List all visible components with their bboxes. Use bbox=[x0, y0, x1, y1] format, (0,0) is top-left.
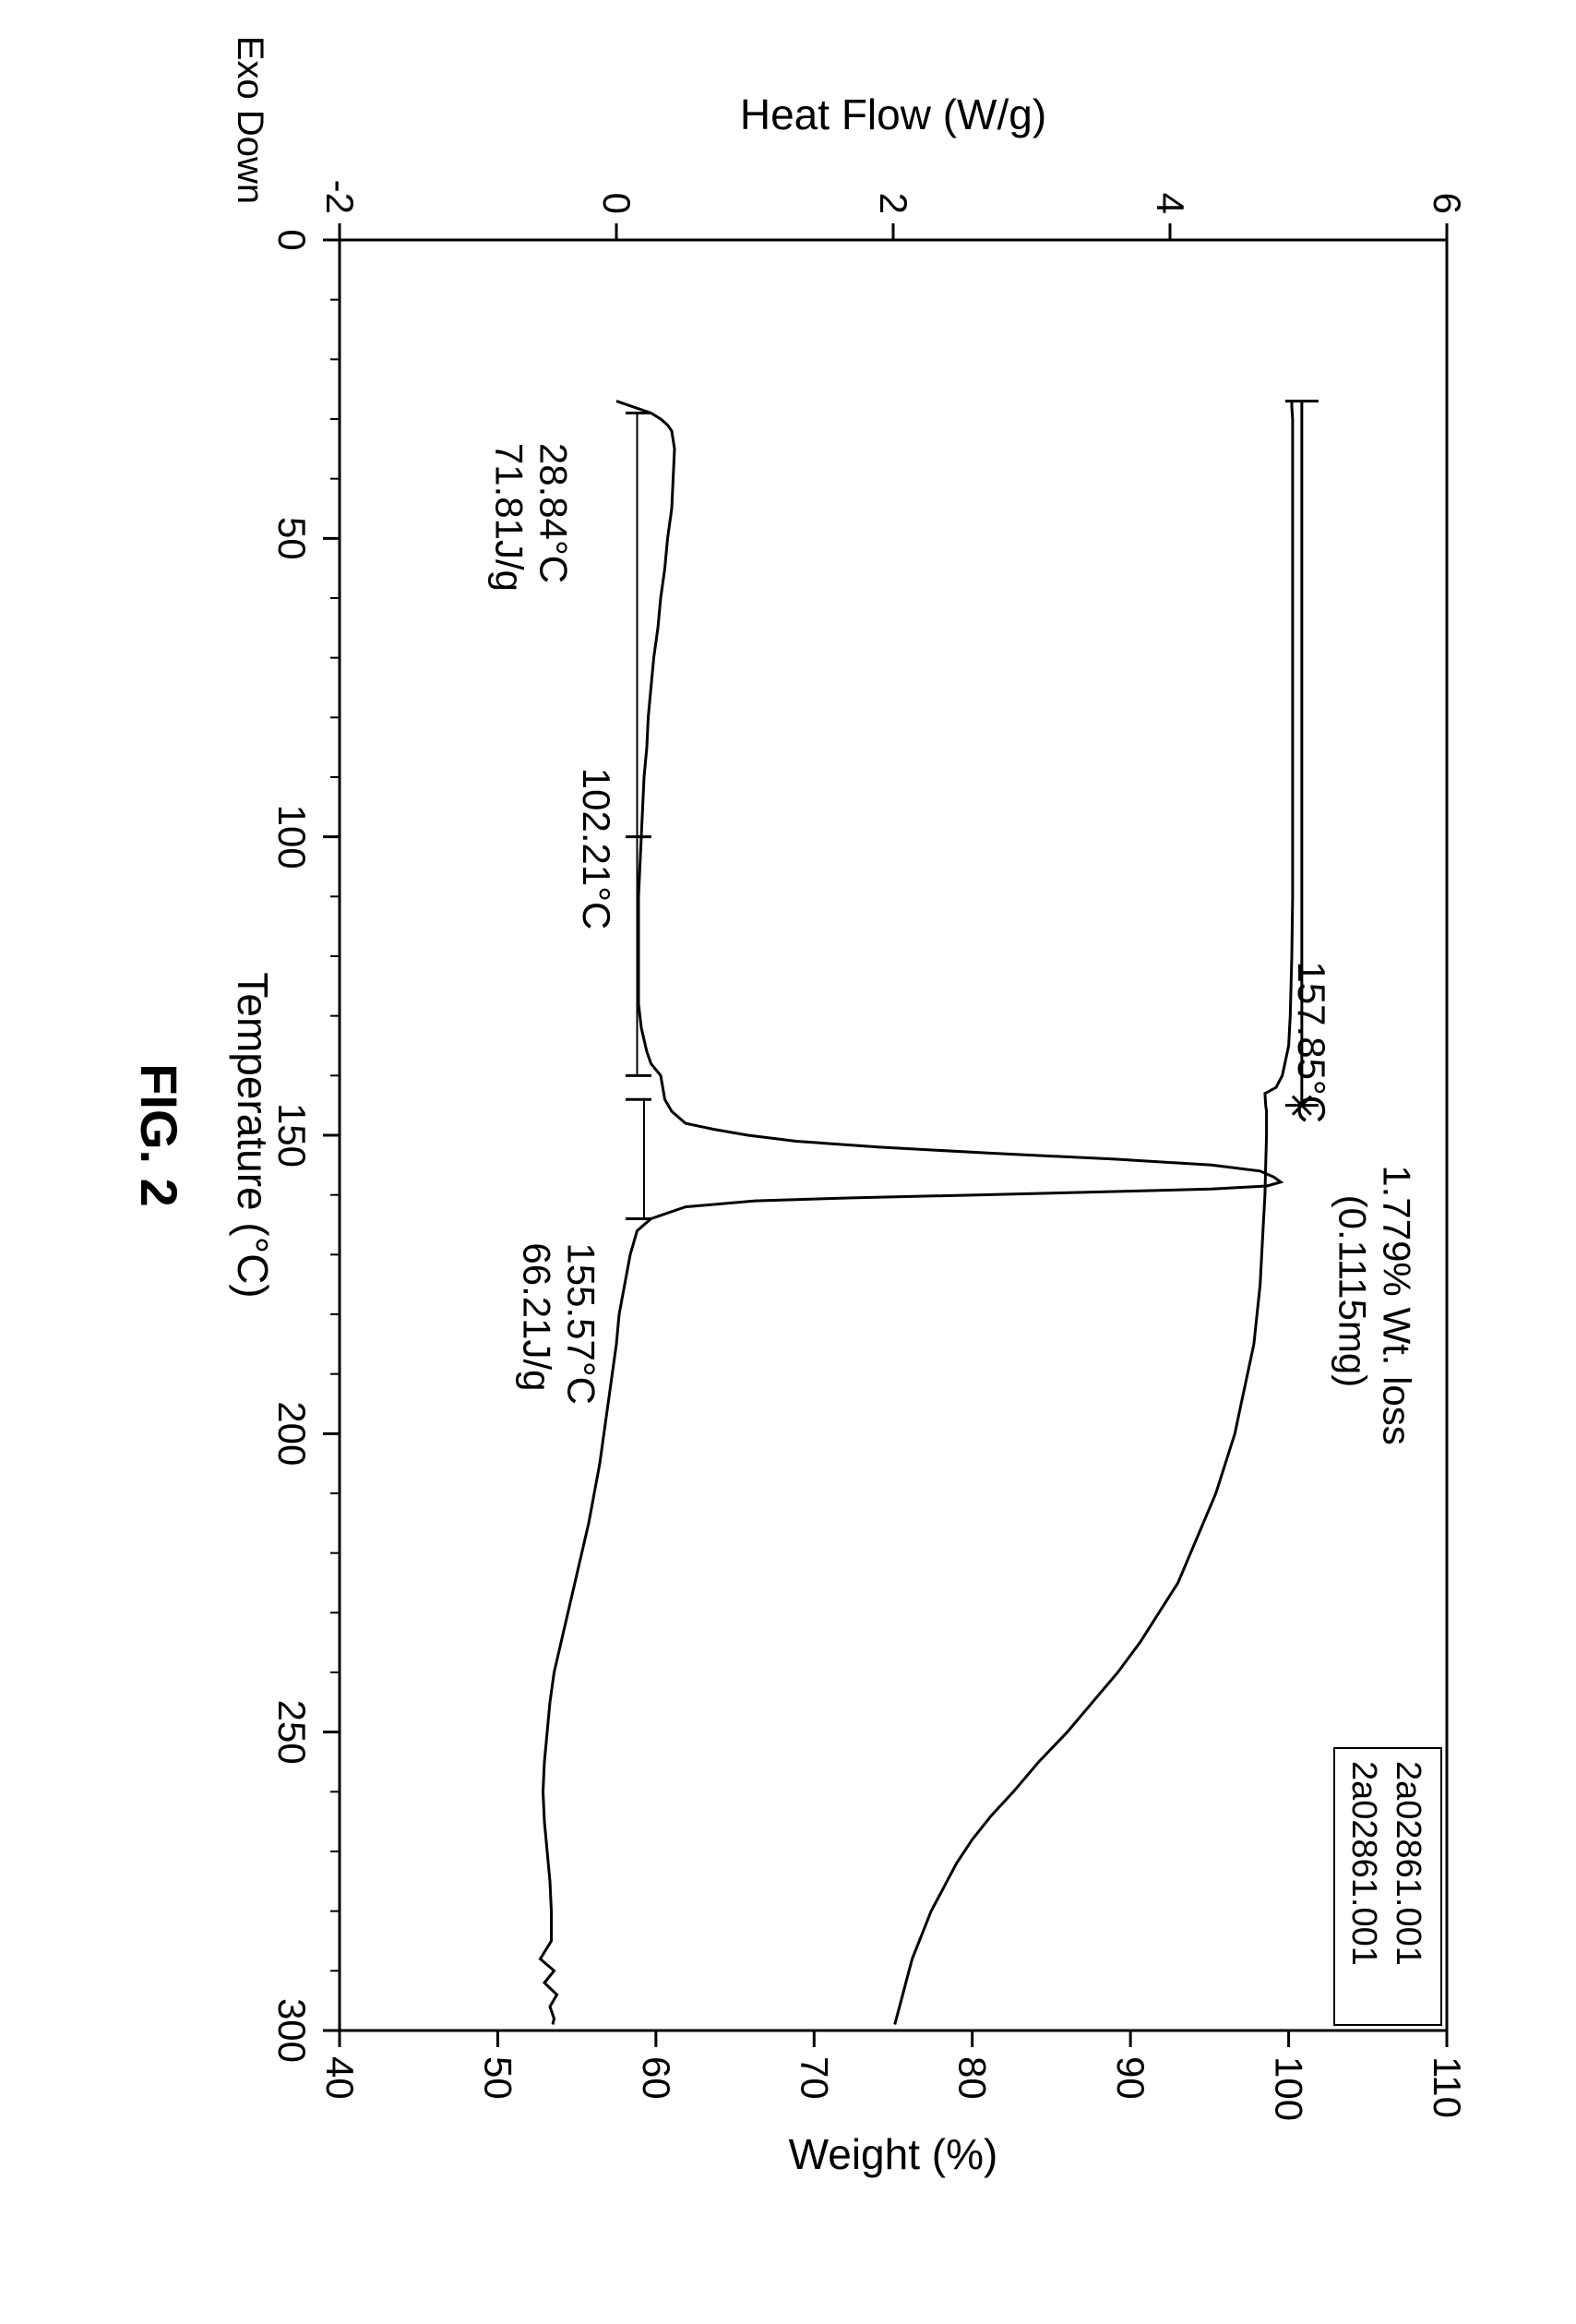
x-tick-label: 50 bbox=[270, 517, 314, 560]
yright-tick-label: 90 bbox=[1109, 2056, 1152, 2100]
yleft-tick-label: 4 bbox=[1149, 193, 1192, 214]
wt-loss-label-1: 1.779% Wt. loss bbox=[1375, 1165, 1418, 1444]
yright-tick-label: 40 bbox=[318, 2056, 362, 2100]
yright-tick-label: 60 bbox=[635, 2056, 678, 2100]
peak-155-label-b: 66.21J/g bbox=[516, 1242, 559, 1391]
x-axis-label: Temperature (°C) bbox=[229, 972, 277, 1298]
yright-tick-label: 100 bbox=[1268, 2056, 1311, 2121]
figure-caption: FIG. 2 bbox=[130, 1063, 188, 1207]
peak-28-label-b: 71.81J/g bbox=[488, 443, 531, 592]
peak-102-label: 102.21°C bbox=[575, 768, 618, 930]
yleft-tick-label: -2 bbox=[318, 180, 362, 214]
yleft-axis-label: Heat Flow (W/g) bbox=[740, 90, 1046, 138]
dsc-curve bbox=[541, 401, 1282, 2025]
yright-tick-label: 70 bbox=[793, 2056, 836, 2100]
x-tick-label: 200 bbox=[270, 1401, 314, 1466]
peak-157-label: 157.85°C bbox=[1290, 961, 1333, 1123]
x-tick-label: 150 bbox=[270, 1103, 314, 1168]
tga-curve bbox=[895, 401, 1293, 2025]
yright-tick-label: 80 bbox=[951, 2056, 995, 2100]
legend-line: 2a02861.001 bbox=[1389, 1761, 1427, 1966]
x-tick-label: 300 bbox=[270, 1998, 314, 2063]
x-tick-label: 0 bbox=[270, 229, 314, 250]
yright-tick-label: 50 bbox=[476, 2056, 519, 2100]
yleft-tick-label: 2 bbox=[872, 193, 915, 214]
x-tick-label: 250 bbox=[270, 1700, 314, 1765]
wt-loss-label-2: (0.1115mg) bbox=[1331, 1195, 1374, 1388]
x-tick-label: 100 bbox=[270, 805, 314, 869]
exo-down-label: Exo Down bbox=[230, 36, 270, 204]
peak-28-label-a: 28.84°C bbox=[532, 443, 576, 583]
peak-155-label-a: 155.57°C bbox=[560, 1242, 603, 1405]
legend-line: 2a02861.001 bbox=[1344, 1761, 1383, 1966]
yleft-tick-label: 6 bbox=[1426, 193, 1469, 214]
yright-tick-label: 110 bbox=[1426, 2056, 1469, 2118]
yleft-tick-label: 0 bbox=[595, 193, 639, 214]
yright-axis-label: Weight (%) bbox=[789, 2130, 998, 2178]
